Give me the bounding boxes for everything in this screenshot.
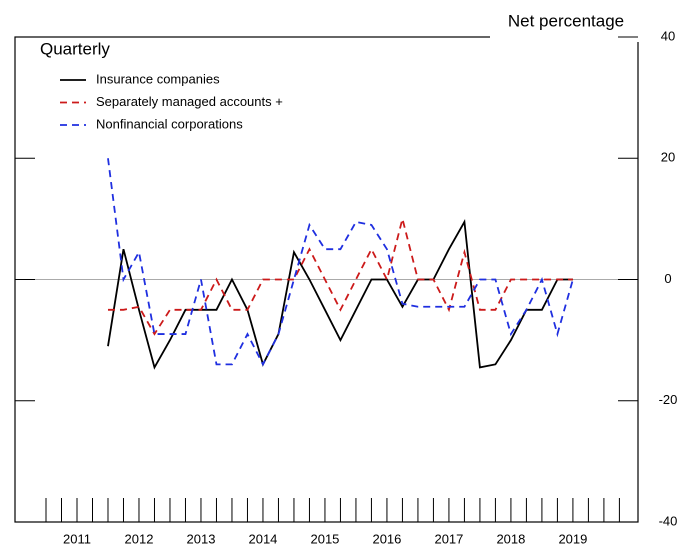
- series-line: [107, 219, 573, 370]
- x-tick-label: 2013: [187, 531, 216, 546]
- label-backdrop: [490, 8, 650, 42]
- x-tick-label: 2017: [434, 531, 463, 546]
- legend-label: Nonfinancial corporations: [96, 116, 243, 131]
- series-line: [107, 218, 573, 336]
- x-tick-label: 2016: [372, 531, 401, 546]
- y-axis-label: Net percentage: [508, 11, 624, 30]
- x-tick-label: 2019: [558, 531, 587, 546]
- legend-label: Insurance companies: [96, 71, 220, 86]
- series-line: [107, 158, 574, 367]
- x-tick-label: 2018: [496, 531, 525, 546]
- x-tick-label: 2012: [125, 531, 154, 546]
- y-tick-label: -20: [659, 392, 678, 407]
- x-tick-label: 2011: [63, 531, 91, 546]
- y-tick-label: -40: [659, 513, 678, 528]
- y-tick-label: 40: [661, 28, 675, 43]
- x-tick-label: 2014: [248, 531, 277, 546]
- x-tick-label: 2015: [310, 531, 339, 546]
- chart-subtitle: Quarterly: [40, 39, 110, 58]
- y-tick-label: 20: [661, 150, 675, 165]
- legend-label: Separately managed accounts +: [96, 94, 283, 109]
- y-tick-label: 0: [664, 271, 671, 286]
